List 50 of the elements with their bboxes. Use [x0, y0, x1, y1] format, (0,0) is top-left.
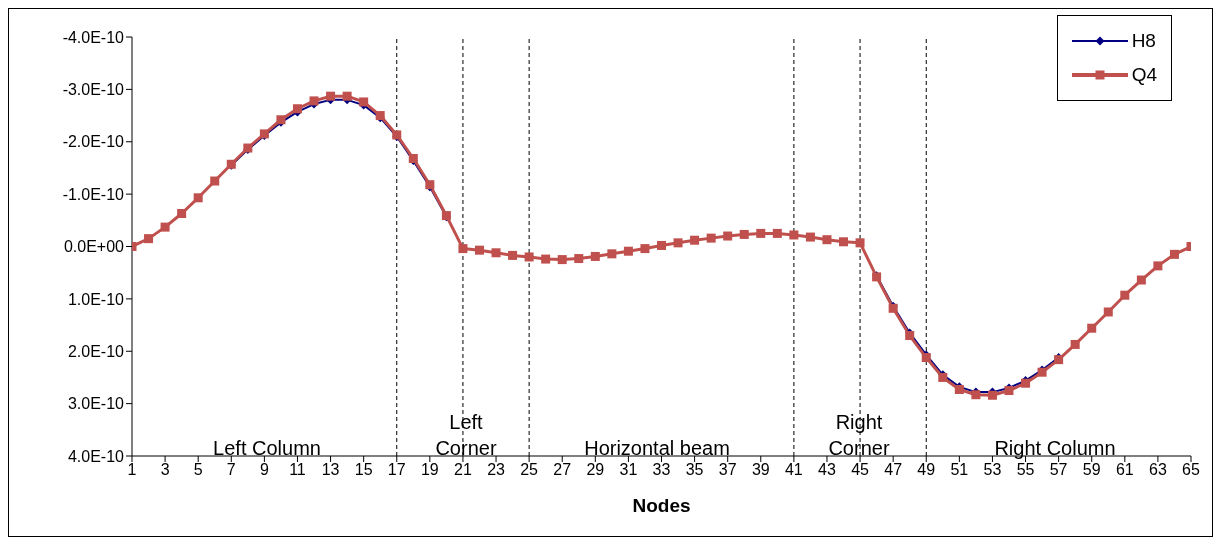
x-tick-label: 3 [160, 461, 170, 479]
y-tick-label: -3.0E-10 [62, 81, 125, 99]
y-tick-label: 0.0E+00 [63, 238, 125, 256]
y-tick-label: -4.0E-10 [62, 28, 125, 46]
x-tick-label: 1 [127, 461, 137, 479]
annotation: Left Column [212, 436, 322, 461]
y-tick-label: 2.0E-10 [67, 342, 125, 360]
x-tick-label: 39 [751, 461, 770, 479]
x-tick-label: 9 [259, 461, 269, 479]
x-tick-label: 53 [983, 461, 1002, 479]
x-tick-label: 5 [193, 461, 203, 479]
x-tick-label: 43 [818, 461, 836, 479]
x-tick-label: 19 [420, 461, 439, 479]
x-tick-label: 63 [1149, 461, 1167, 479]
x-tick-label: 47 [884, 461, 903, 479]
legend-label: H8 [1131, 30, 1156, 52]
annotation: Left Corner [434, 410, 498, 461]
x-tick-label: 49 [917, 461, 936, 479]
annotation: Right Corner [827, 410, 891, 461]
x-tick-label: 13 [321, 461, 340, 479]
x-axis-title: Nodes [632, 495, 691, 516]
x-tick-label: 15 [354, 461, 373, 479]
x-tick-label: 17 [387, 461, 406, 479]
x-tick-label: 35 [685, 461, 704, 479]
annotation: Horizontal beam [583, 436, 731, 461]
x-tick-label: 25 [520, 461, 539, 479]
x-tick-label: 55 [1016, 461, 1035, 479]
x-tick-label: 27 [553, 461, 572, 479]
y-tick-label: 1.0E-10 [67, 290, 125, 308]
x-tick-label: 41 [784, 461, 803, 479]
y-tick-label: 3.0E-10 [67, 395, 125, 413]
x-tick-label: 29 [586, 461, 605, 479]
y-tick-label: 4.0E-10 [67, 447, 125, 465]
x-tick-label: 37 [718, 461, 737, 479]
x-tick-label: 57 [1049, 461, 1068, 479]
x-tick-label: 31 [619, 461, 638, 479]
x-tick-label: 23 [487, 461, 506, 479]
x-tick-label: 11 [289, 461, 306, 479]
x-tick-label: 65 [1182, 461, 1200, 479]
legend-label: Q4 [1131, 64, 1157, 86]
x-tick-label: 45 [851, 461, 870, 479]
y-tick-label: -1.0E-10 [62, 185, 125, 203]
x-tick-label: 33 [652, 461, 671, 479]
x-tick-label: 59 [1082, 461, 1101, 479]
x-tick-label: 21 [454, 461, 472, 479]
annotation: Right Column [993, 436, 1117, 461]
x-tick-label: 51 [950, 461, 969, 479]
x-tick-label: 7 [226, 461, 236, 479]
x-tick-label: 61 [1115, 461, 1134, 479]
y-tick-label: -2.0E-10 [62, 133, 125, 151]
